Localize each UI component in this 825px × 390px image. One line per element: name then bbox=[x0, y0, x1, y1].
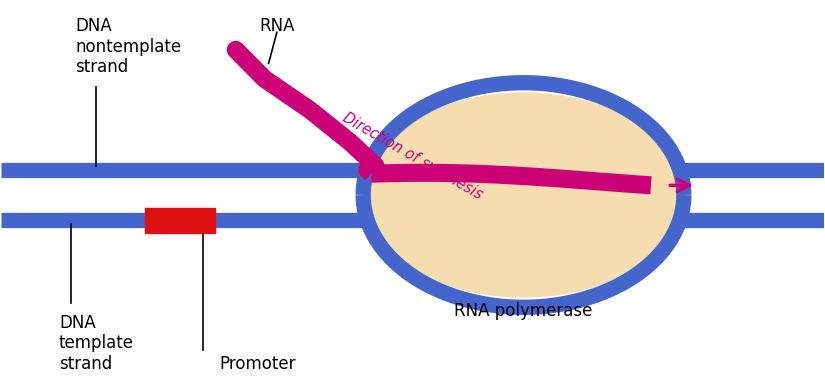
Text: Promoter: Promoter bbox=[219, 355, 296, 373]
Text: RNA: RNA bbox=[259, 17, 295, 35]
Ellipse shape bbox=[363, 92, 684, 298]
Text: DNA
nontemplate
strand: DNA nontemplate strand bbox=[75, 17, 182, 76]
Text: Direction of synthesis: Direction of synthesis bbox=[340, 110, 485, 202]
Bar bbox=[145, 208, 215, 232]
Text: DNA
template
strand: DNA template strand bbox=[59, 314, 134, 373]
Text: RNA polymerase: RNA polymerase bbox=[455, 302, 592, 320]
